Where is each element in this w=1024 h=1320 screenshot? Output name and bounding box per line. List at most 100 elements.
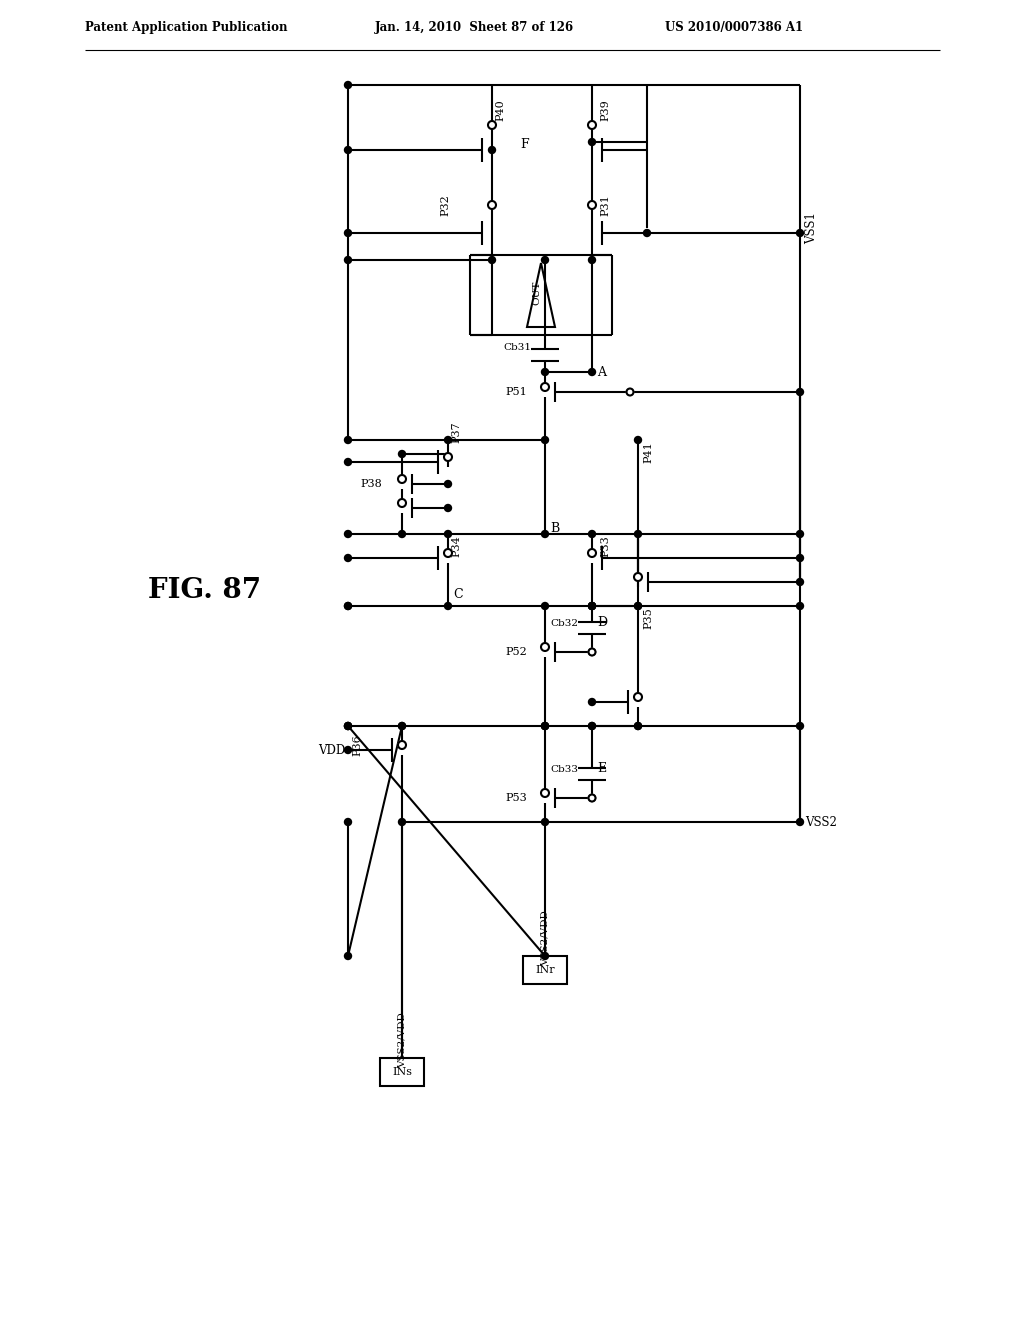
Circle shape — [444, 480, 452, 487]
Text: FIG. 87: FIG. 87 — [148, 577, 261, 603]
Text: Jan. 14, 2010  Sheet 87 of 126: Jan. 14, 2010 Sheet 87 of 126 — [375, 21, 574, 33]
Circle shape — [589, 531, 596, 537]
Text: A: A — [597, 366, 606, 379]
Circle shape — [541, 643, 549, 651]
Circle shape — [488, 256, 496, 264]
Text: P31: P31 — [600, 194, 610, 216]
Text: D: D — [597, 616, 607, 630]
Text: P38: P38 — [360, 479, 382, 488]
Circle shape — [398, 818, 406, 825]
Circle shape — [542, 722, 549, 730]
Circle shape — [344, 554, 351, 561]
Circle shape — [444, 504, 452, 511]
Circle shape — [797, 578, 804, 586]
Circle shape — [344, 602, 351, 610]
Circle shape — [488, 121, 496, 129]
Circle shape — [589, 368, 596, 375]
Text: C: C — [453, 587, 463, 601]
Text: P53: P53 — [505, 793, 526, 803]
Circle shape — [589, 602, 596, 610]
Circle shape — [542, 722, 549, 730]
Text: P34: P34 — [451, 535, 461, 557]
Circle shape — [542, 256, 549, 264]
Text: OUT: OUT — [532, 281, 541, 305]
Text: US 2010/0007386 A1: US 2010/0007386 A1 — [665, 21, 803, 33]
Text: VSS2/VDD: VSS2/VDD — [397, 1012, 407, 1068]
Circle shape — [398, 722, 406, 730]
Text: VSS1: VSS1 — [805, 213, 818, 244]
Circle shape — [589, 602, 596, 610]
Circle shape — [398, 722, 406, 730]
Text: P52: P52 — [505, 647, 526, 657]
Circle shape — [635, 437, 641, 444]
Circle shape — [589, 795, 596, 801]
Circle shape — [542, 722, 549, 730]
Circle shape — [541, 789, 549, 797]
Circle shape — [542, 953, 549, 960]
Text: B: B — [550, 523, 559, 536]
Circle shape — [635, 602, 641, 610]
Circle shape — [444, 602, 452, 610]
Circle shape — [344, 722, 351, 730]
Circle shape — [589, 795, 596, 801]
Circle shape — [444, 437, 452, 444]
Text: VSS2/VDD: VSS2/VDD — [541, 909, 550, 966]
Circle shape — [398, 499, 406, 507]
Circle shape — [589, 722, 596, 730]
Circle shape — [588, 201, 596, 209]
Circle shape — [398, 531, 406, 537]
Text: P36: P36 — [352, 734, 362, 756]
Circle shape — [344, 256, 351, 264]
Text: VSS2: VSS2 — [805, 816, 837, 829]
Circle shape — [542, 531, 549, 537]
Circle shape — [635, 722, 641, 730]
Circle shape — [588, 549, 596, 557]
Circle shape — [589, 602, 596, 610]
Text: P33: P33 — [600, 535, 610, 557]
Circle shape — [542, 818, 549, 825]
Circle shape — [635, 602, 641, 610]
Circle shape — [344, 747, 351, 754]
Circle shape — [344, 458, 351, 466]
Text: P41: P41 — [643, 441, 653, 463]
Circle shape — [542, 368, 549, 375]
Text: E: E — [597, 763, 606, 776]
Circle shape — [444, 531, 452, 537]
Text: Cb31: Cb31 — [503, 342, 531, 351]
Text: P40: P40 — [495, 99, 505, 121]
Circle shape — [589, 602, 596, 610]
Text: P39: P39 — [600, 99, 610, 121]
Text: F: F — [520, 139, 528, 152]
Circle shape — [589, 139, 596, 145]
Circle shape — [797, 531, 804, 537]
Circle shape — [589, 722, 596, 730]
Circle shape — [344, 953, 351, 960]
Circle shape — [635, 531, 641, 537]
Circle shape — [344, 818, 351, 825]
Circle shape — [797, 554, 804, 561]
Circle shape — [797, 722, 804, 730]
Circle shape — [344, 437, 351, 444]
Circle shape — [589, 648, 596, 656]
Circle shape — [344, 82, 351, 88]
Circle shape — [797, 602, 804, 610]
Circle shape — [541, 383, 549, 391]
Circle shape — [627, 388, 634, 396]
Circle shape — [344, 230, 351, 236]
Circle shape — [344, 722, 351, 730]
Circle shape — [797, 230, 804, 236]
Circle shape — [643, 230, 650, 236]
Circle shape — [634, 693, 642, 701]
Circle shape — [398, 475, 406, 483]
Text: P37: P37 — [451, 421, 461, 442]
Text: Cb32: Cb32 — [550, 619, 578, 627]
Circle shape — [589, 648, 596, 656]
Circle shape — [398, 741, 406, 748]
Text: P32: P32 — [440, 194, 450, 216]
Text: Cb33: Cb33 — [550, 764, 578, 774]
Text: P51: P51 — [505, 387, 526, 397]
Circle shape — [344, 531, 351, 537]
Circle shape — [344, 722, 351, 730]
Circle shape — [488, 201, 496, 209]
Circle shape — [588, 121, 596, 129]
